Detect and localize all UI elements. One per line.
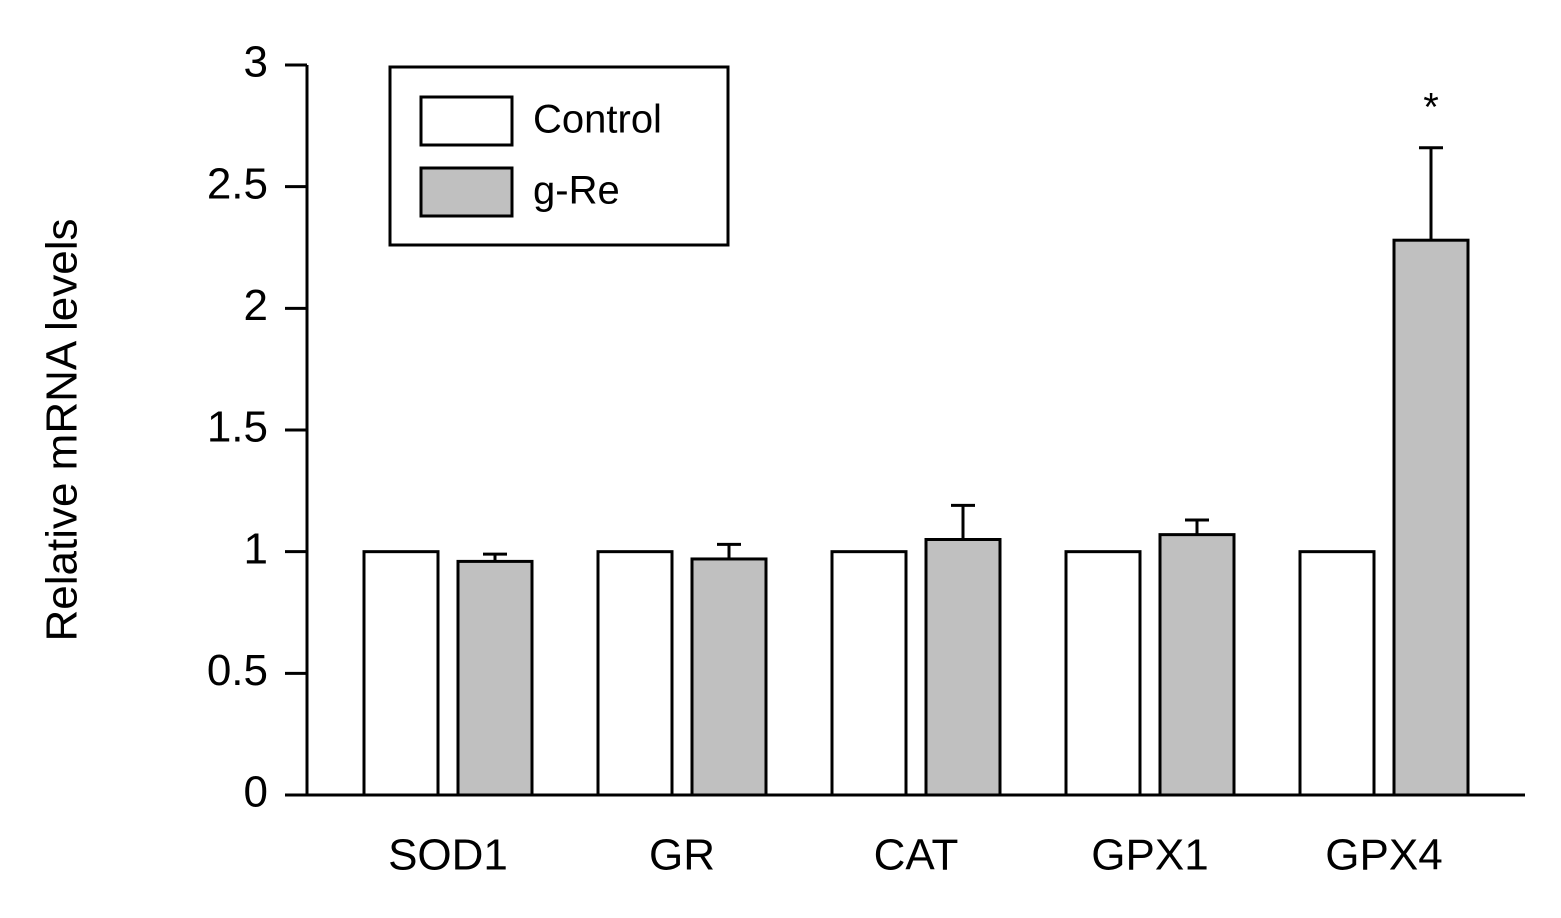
y-tick-label: 1 bbox=[244, 524, 268, 573]
y-tick-label: 2 bbox=[244, 281, 268, 330]
bar bbox=[1298, 550, 1376, 797]
y-tick-label: 0.5 bbox=[207, 646, 268, 695]
bar bbox=[1064, 550, 1142, 797]
legend-label: Control bbox=[533, 98, 662, 142]
y-tick-label: 0 bbox=[244, 768, 268, 817]
x-tick-label: GPX4 bbox=[1325, 831, 1442, 880]
legend-label: g-Re bbox=[533, 169, 620, 213]
y-axis-label: Relative mRNA levels bbox=[38, 218, 87, 641]
x-tick-label: GPX1 bbox=[1091, 831, 1208, 880]
legend-box bbox=[388, 65, 730, 247]
bar bbox=[456, 559, 534, 797]
y-tick-label: 1.5 bbox=[207, 403, 268, 452]
bar bbox=[596, 550, 674, 797]
legend-swatch bbox=[419, 166, 514, 218]
bar bbox=[830, 550, 908, 797]
x-tick-label: SOD1 bbox=[388, 831, 508, 880]
bar bbox=[1158, 533, 1236, 797]
bar bbox=[1392, 238, 1470, 797]
legend-swatch bbox=[419, 95, 514, 147]
y-tick-label: 2.5 bbox=[207, 159, 268, 208]
annotation: * bbox=[1423, 85, 1439, 129]
bar bbox=[362, 550, 440, 797]
x-tick-label: GR bbox=[649, 831, 715, 880]
bar bbox=[690, 557, 768, 797]
bar bbox=[924, 538, 1002, 797]
y-tick-label: 3 bbox=[244, 38, 268, 87]
x-tick-label: CAT bbox=[874, 831, 959, 880]
